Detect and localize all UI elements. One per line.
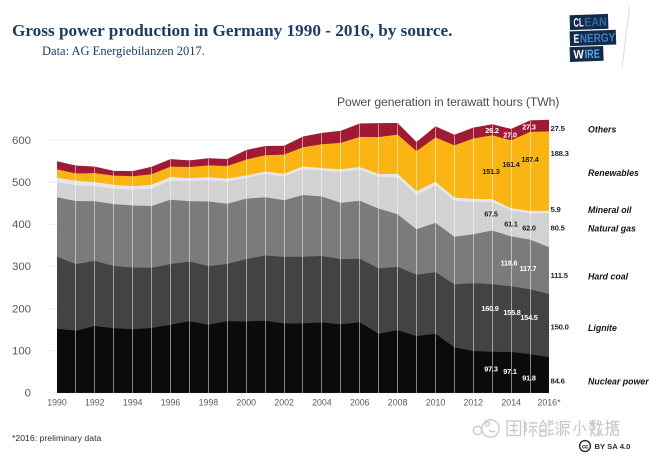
svg-text:100: 100	[12, 345, 31, 357]
svg-text:161.4: 161.4	[502, 160, 520, 169]
svg-text:2010: 2010	[426, 398, 446, 408]
svg-text:117.7: 117.7	[520, 264, 537, 273]
svg-text:150.0: 150.0	[551, 323, 569, 332]
svg-text:2016*: 2016*	[538, 398, 562, 408]
svg-text:Data: AG Energiebilanzen 2017.: Data: AG Energiebilanzen 2017.	[42, 44, 205, 58]
svg-text:1994: 1994	[123, 398, 143, 408]
svg-text:Renewables: Renewables	[588, 168, 639, 178]
svg-text:188.3: 188.3	[551, 149, 569, 158]
svg-text:Mineral oil: Mineral oil	[588, 205, 632, 215]
svg-text:400: 400	[12, 219, 31, 231]
svg-text:97.1: 97.1	[503, 367, 517, 376]
svg-text:Lignite: Lignite	[588, 323, 617, 333]
svg-text:2002: 2002	[274, 398, 294, 408]
svg-text:Hard coal: Hard coal	[588, 271, 629, 281]
svg-text:1992: 1992	[85, 398, 105, 408]
svg-text:118.6: 118.6	[501, 258, 518, 267]
svg-text:160.9: 160.9	[481, 304, 498, 313]
svg-text:600: 600	[12, 135, 31, 147]
svg-text:cc: cc	[582, 444, 589, 451]
svg-text:26.2: 26.2	[485, 126, 499, 135]
svg-text:1996: 1996	[161, 398, 181, 408]
svg-text:151.3: 151.3	[482, 167, 499, 176]
svg-text:Gross power production in Germ: Gross power production in Germany 1990 -…	[12, 21, 452, 40]
svg-text:27.3: 27.3	[522, 122, 536, 131]
svg-text:80.5: 80.5	[551, 224, 566, 233]
svg-text:62.0: 62.0	[522, 223, 536, 232]
svg-text:500: 500	[12, 177, 31, 189]
svg-text:2008: 2008	[388, 398, 408, 408]
svg-text:Natural gas: Natural gas	[588, 223, 636, 233]
svg-text:2012: 2012	[464, 398, 484, 408]
svg-text:155.8: 155.8	[503, 308, 520, 317]
svg-text:E: E	[573, 32, 579, 46]
svg-text:1998: 1998	[199, 398, 219, 408]
svg-text:5.9: 5.9	[551, 205, 561, 214]
svg-text:91.8: 91.8	[522, 373, 536, 382]
svg-text:111.5: 111.5	[551, 271, 569, 280]
svg-text:2000: 2000	[236, 398, 256, 408]
svg-text:67.5: 67.5	[484, 209, 498, 218]
svg-text:EAN: EAN	[584, 15, 607, 30]
svg-text:Others: Others	[588, 125, 616, 135]
svg-text:200: 200	[12, 303, 31, 315]
svg-text:*2016: preliminary data: *2016: preliminary data	[12, 433, 102, 443]
svg-text:W: W	[573, 47, 584, 61]
svg-text:IRE: IRE	[584, 47, 600, 62]
svg-text:154.5: 154.5	[520, 313, 537, 322]
svg-text:84.6: 84.6	[551, 376, 565, 385]
svg-text:1990: 1990	[47, 398, 67, 408]
svg-text:97.3: 97.3	[484, 364, 498, 373]
svg-text:187.4: 187.4	[521, 155, 539, 164]
svg-text:NERGY: NERGY	[580, 30, 616, 45]
svg-text:Nuclear power: Nuclear power	[588, 376, 649, 386]
svg-text:27.5: 27.5	[551, 124, 566, 133]
svg-text:2006: 2006	[350, 398, 370, 408]
svg-text:2014: 2014	[501, 398, 521, 408]
svg-text:2004: 2004	[312, 398, 332, 408]
svg-text:0: 0	[25, 388, 31, 400]
svg-text:BY SA 4.0: BY SA 4.0	[595, 442, 631, 451]
svg-text:CL: CL	[573, 15, 584, 29]
svg-text:27.0: 27.0	[503, 130, 517, 139]
svg-text:300: 300	[12, 261, 31, 273]
svg-text:Power generation in terawatt h: Power generation in terawatt hours (TWh)	[337, 95, 559, 109]
svg-text:61.1: 61.1	[504, 219, 518, 228]
